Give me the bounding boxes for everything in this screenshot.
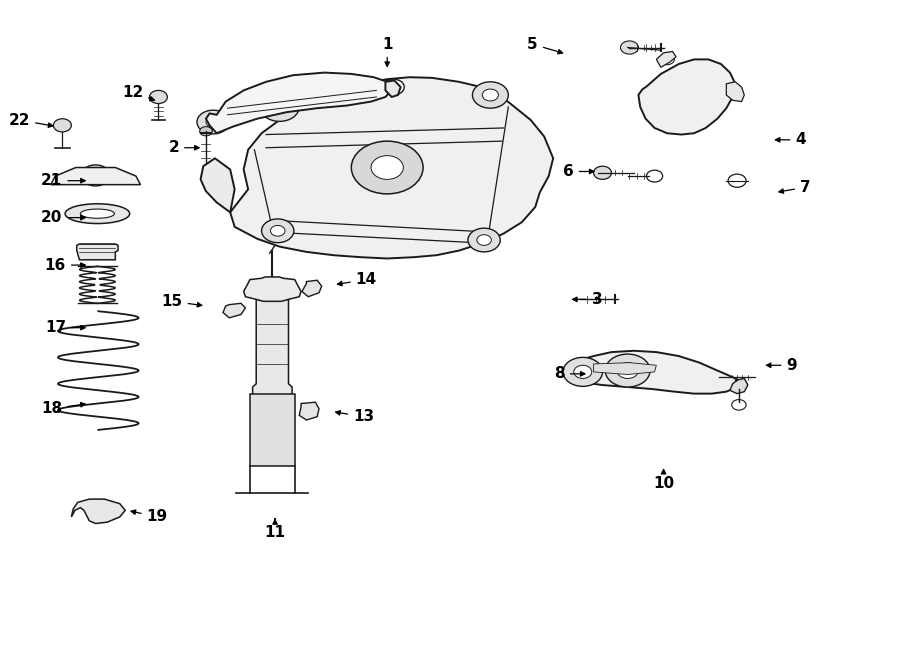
Circle shape: [200, 126, 212, 136]
Text: 20: 20: [41, 210, 86, 225]
Polygon shape: [300, 402, 319, 420]
Polygon shape: [726, 82, 744, 101]
Ellipse shape: [80, 209, 114, 218]
Circle shape: [382, 79, 404, 95]
Circle shape: [267, 285, 278, 293]
Circle shape: [646, 170, 662, 182]
Text: 15: 15: [161, 294, 202, 309]
Polygon shape: [385, 81, 400, 97]
Circle shape: [477, 235, 491, 246]
Circle shape: [197, 110, 230, 134]
Polygon shape: [302, 280, 321, 297]
Text: 5: 5: [527, 36, 562, 54]
Circle shape: [206, 117, 220, 127]
Circle shape: [371, 156, 403, 179]
Circle shape: [594, 166, 611, 179]
Circle shape: [482, 89, 499, 101]
Circle shape: [271, 226, 285, 236]
Polygon shape: [572, 351, 739, 394]
Circle shape: [728, 174, 746, 187]
Polygon shape: [638, 60, 735, 134]
Text: 12: 12: [122, 85, 155, 101]
Circle shape: [660, 54, 674, 65]
Circle shape: [374, 160, 394, 175]
Circle shape: [605, 354, 650, 387]
Text: 7: 7: [778, 180, 811, 195]
Polygon shape: [201, 158, 235, 213]
Circle shape: [81, 165, 110, 186]
Text: 21: 21: [41, 173, 86, 188]
Polygon shape: [594, 363, 656, 375]
Circle shape: [620, 41, 638, 54]
Circle shape: [259, 279, 286, 299]
Text: 17: 17: [45, 320, 86, 335]
Polygon shape: [730, 379, 748, 394]
Text: 8: 8: [554, 366, 585, 381]
Text: 1: 1: [382, 36, 392, 66]
Text: 3: 3: [572, 292, 602, 307]
Circle shape: [149, 91, 167, 103]
Circle shape: [574, 365, 592, 379]
Text: 9: 9: [767, 357, 797, 373]
Circle shape: [472, 82, 508, 108]
Circle shape: [732, 400, 746, 410]
Circle shape: [89, 171, 102, 180]
Circle shape: [563, 357, 602, 387]
Text: 16: 16: [45, 258, 86, 273]
Circle shape: [647, 71, 723, 126]
Text: 22: 22: [9, 113, 53, 128]
Polygon shape: [223, 303, 246, 318]
Circle shape: [468, 228, 500, 252]
Polygon shape: [50, 167, 140, 185]
Polygon shape: [244, 277, 302, 301]
Circle shape: [351, 141, 423, 194]
Text: 18: 18: [41, 401, 86, 416]
Polygon shape: [230, 77, 554, 258]
Text: 13: 13: [336, 409, 374, 424]
Text: 6: 6: [563, 164, 594, 179]
Text: 4: 4: [776, 132, 806, 148]
Circle shape: [262, 219, 294, 243]
Circle shape: [616, 363, 638, 379]
Circle shape: [362, 151, 407, 184]
Polygon shape: [250, 394, 295, 466]
Circle shape: [665, 85, 705, 113]
Polygon shape: [71, 499, 125, 524]
Circle shape: [271, 101, 288, 113]
Text: 11: 11: [265, 519, 285, 540]
Text: 10: 10: [653, 469, 674, 491]
Polygon shape: [253, 299, 292, 397]
Polygon shape: [206, 73, 392, 133]
Polygon shape: [76, 244, 118, 260]
Text: 2: 2: [168, 140, 199, 155]
Text: 14: 14: [338, 272, 377, 287]
Ellipse shape: [65, 204, 130, 224]
Text: 19: 19: [131, 509, 168, 524]
Polygon shape: [656, 52, 676, 68]
Circle shape: [260, 93, 300, 121]
Circle shape: [53, 118, 71, 132]
